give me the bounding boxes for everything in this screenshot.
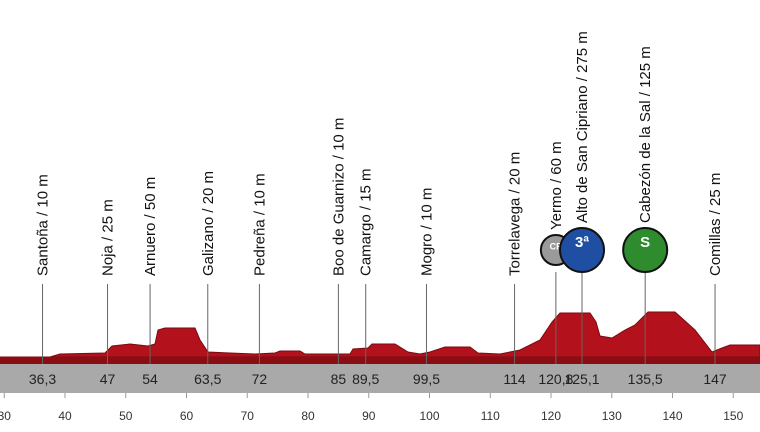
x-tick-label: 30 — [0, 409, 11, 423]
waypoint-label: Galizano / 20 m — [200, 171, 217, 276]
waypoint-label: Noja / 25 m — [100, 199, 117, 276]
waypoint-label: Torrelavega / 20 m — [507, 152, 524, 276]
waypoint-km: 72 — [252, 371, 268, 387]
waypoint-label: Santoña / 10 m — [35, 174, 52, 276]
x-tick-label: 50 — [119, 409, 133, 423]
x-tick-label: 90 — [362, 409, 376, 423]
waypoint-km: 114 — [503, 371, 526, 387]
waypoint-km: 125,1 — [564, 371, 599, 387]
waypoint-label: Alto de San Cipriano / 275 m — [574, 31, 591, 223]
badge-label: 3ª — [575, 234, 589, 251]
waypoint-km: 89,5 — [352, 371, 379, 387]
waypoint-km: 54 — [142, 371, 158, 387]
x-tick-label: 100 — [419, 409, 439, 423]
profile-base — [0, 357, 760, 364]
waypoint-label: Mogro / 10 m — [418, 188, 435, 276]
badge — [558, 227, 605, 273]
waypoint-km: 120,8 — [538, 371, 573, 387]
waypoint-km: 36,3 — [29, 371, 56, 387]
badge-label: S — [640, 234, 650, 251]
elevation-profile — [0, 311, 760, 358]
waypoint-label: Camargo / 15 m — [358, 168, 375, 276]
x-tick-label: 120 — [541, 409, 561, 423]
waypoint-km: 135,5 — [628, 371, 663, 387]
waypoint-label: Pedreña / 10 m — [251, 173, 268, 276]
waypoint-km: 63,5 — [194, 371, 221, 387]
waypoint-label: Comillas / 25 m — [707, 173, 724, 276]
x-tick-label: 110 — [481, 409, 500, 423]
waypoint-label: Boo de Guarnizo / 10 m — [330, 118, 347, 276]
waypoint-km: 99,5 — [413, 371, 440, 387]
badge — [622, 227, 669, 273]
waypoint-label: Arnuero / 50 m — [142, 177, 159, 276]
x-tick-label: 60 — [180, 409, 194, 423]
km-band — [0, 364, 760, 393]
waypoint-label: Yermo / 60 m — [548, 141, 565, 230]
waypoint-km: 147 — [703, 371, 727, 387]
waypoint-km: 85 — [331, 371, 347, 387]
x-tick-label: 80 — [301, 409, 315, 423]
waypoint-km: 47 — [100, 371, 116, 387]
badge-label: CP — [550, 241, 563, 251]
x-tick-label: 40 — [58, 409, 72, 423]
x-tick-label: 130 — [602, 409, 622, 423]
waypoint-label: Cabezón de la Sal / 125 m — [637, 46, 654, 223]
x-tick-label: 70 — [241, 409, 255, 423]
x-tick-label: 140 — [663, 409, 683, 423]
x-tick-label: 150 — [723, 409, 743, 423]
